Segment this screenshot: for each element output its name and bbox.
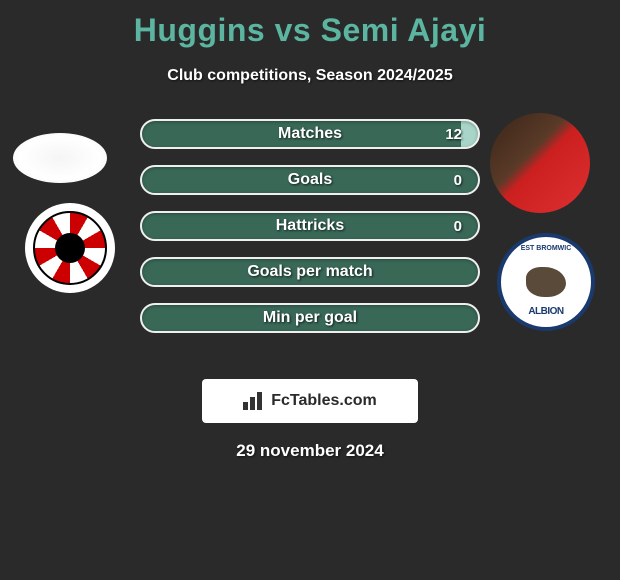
stat-label-mpg: Min per goal: [263, 309, 357, 327]
stat-label-goals: Goals: [288, 171, 332, 189]
stat-value-goals: 0: [454, 172, 462, 189]
stat-bar-min-per-goal: Min per goal: [140, 303, 480, 333]
date-text: 29 november 2024: [0, 441, 620, 461]
player1-avatar: [13, 133, 107, 183]
player2-name: Semi Ajayi: [321, 12, 487, 48]
stat-bar-matches: Matches 12: [140, 119, 480, 149]
stat-label-matches: Matches: [278, 125, 342, 143]
stat-bars-container: Matches 12 Goals 0 Hattricks 0 Goals per…: [140, 119, 480, 349]
stat-bar-hattricks: Hattricks 0: [140, 211, 480, 241]
main-content: EST BROMWIC ALBION Matches 12 Goals 0 Ha…: [0, 123, 620, 363]
player1-club-badge: [25, 203, 115, 293]
sunderland-crest: [33, 211, 107, 285]
stat-label-gpm: Goals per match: [247, 263, 372, 281]
vs-text: vs: [275, 12, 312, 48]
wba-bird-icon: [526, 267, 566, 297]
stat-bar-goals-per-match: Goals per match: [140, 257, 480, 287]
footer-brand-badge[interactable]: FcTables.com: [202, 379, 418, 423]
footer-brand-text: FcTables.com: [271, 392, 377, 410]
stat-value-matches: 12: [445, 126, 462, 143]
subtitle-text: Club competitions, Season 2024/2025: [0, 67, 620, 85]
wba-text-top: EST BROMWIC: [521, 245, 572, 252]
stat-bar-goals: Goals 0: [140, 165, 480, 195]
wba-text-bottom: ALBION: [528, 306, 563, 317]
stat-label-hattricks: Hattricks: [276, 217, 344, 235]
player1-name: Huggins: [134, 12, 265, 48]
comparison-card: Huggins vs Semi Ajayi Club competitions,…: [0, 0, 620, 461]
stat-value-hattricks: 0: [454, 218, 462, 235]
bar-chart-icon: [243, 392, 265, 410]
player2-avatar: [490, 113, 590, 213]
page-title: Huggins vs Semi Ajayi: [0, 0, 620, 49]
player2-club-badge: EST BROMWIC ALBION: [497, 233, 595, 331]
